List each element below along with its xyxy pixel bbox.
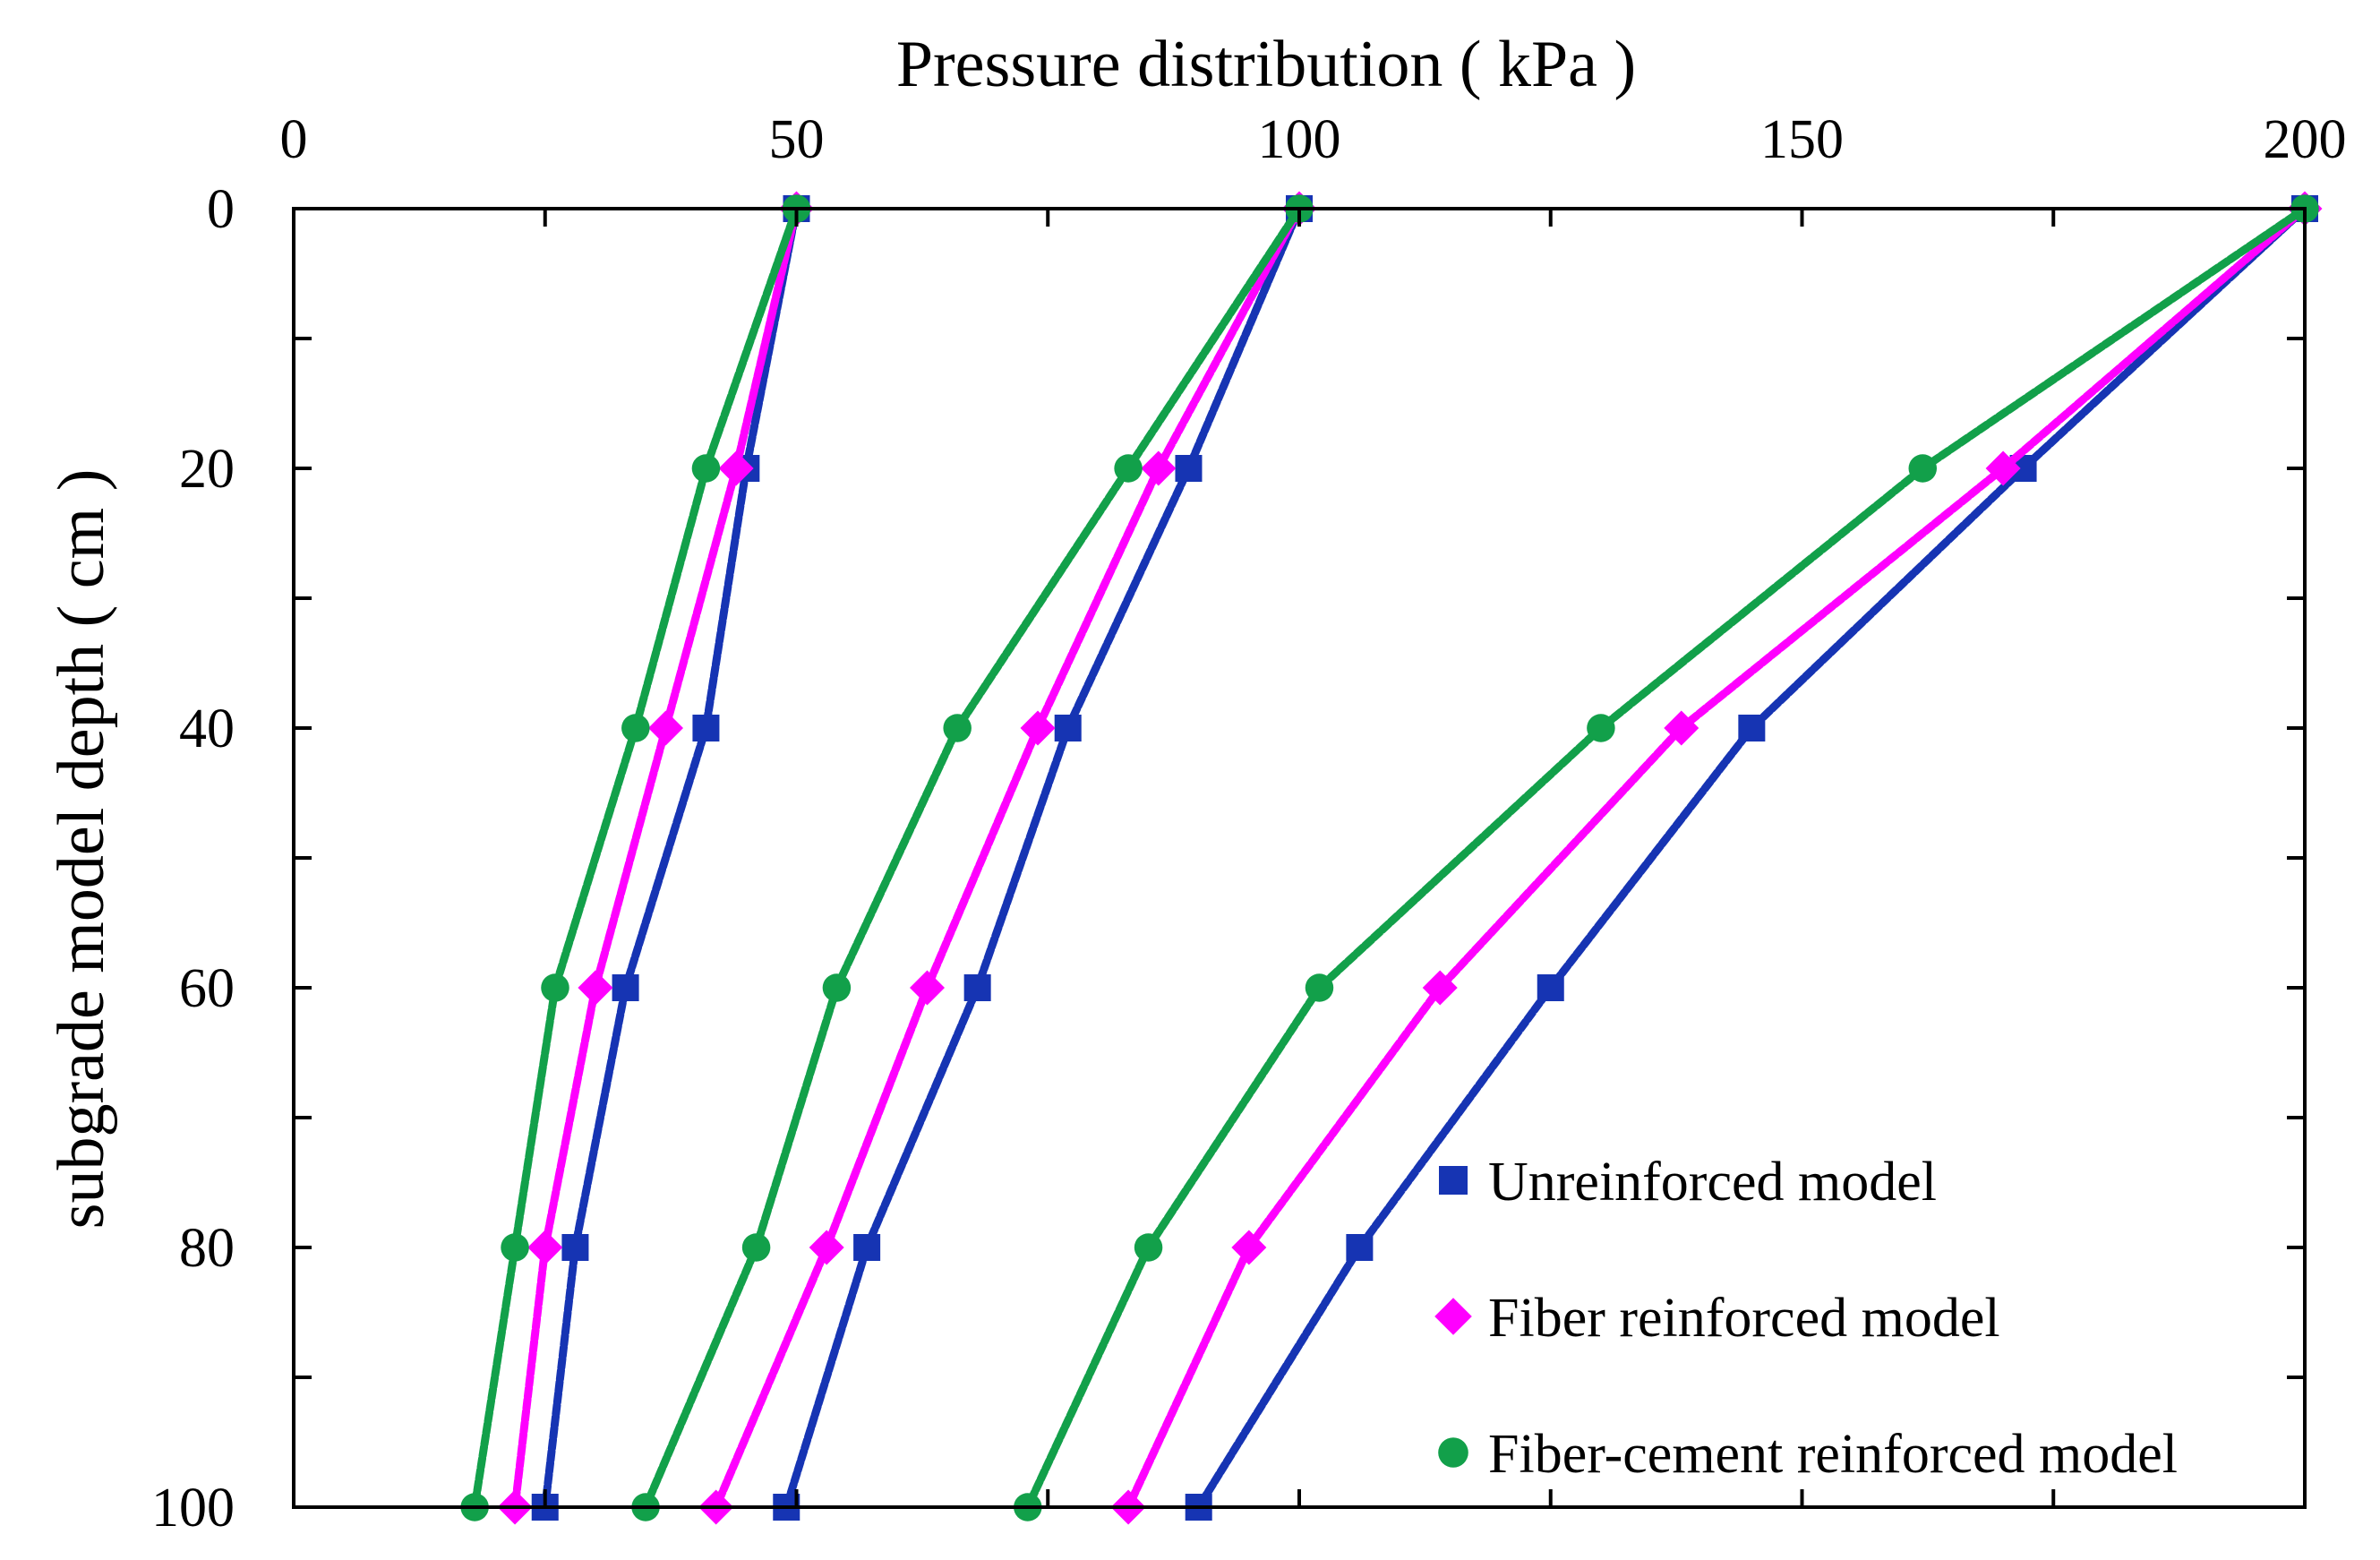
y-tick-label: 20 bbox=[179, 439, 235, 500]
data-point-3-load-50-2 bbox=[621, 714, 650, 742]
data-point-3-load-50-1 bbox=[691, 454, 721, 483]
series-line-1-load-200 bbox=[1194, 204, 2309, 1512]
y-tick-label: 100 bbox=[151, 1478, 235, 1539]
legend: Unreinforced model Fiber reinforced model… bbox=[1434, 1152, 2178, 1485]
data-point-3-load-100-1 bbox=[1114, 454, 1143, 483]
data-point-3-load-200-1 bbox=[1908, 454, 1938, 483]
data-point-2-load-200-2 bbox=[1664, 710, 1699, 746]
series-line-3-load-100 bbox=[641, 204, 1304, 1512]
data-point-3-load-100-3 bbox=[822, 973, 852, 1002]
legend-label-2: Fiber reinforced model bbox=[1488, 1288, 2000, 1349]
legend-label-1: Unreinforced model bbox=[1488, 1152, 1937, 1213]
y-tick-label: 60 bbox=[179, 958, 235, 1019]
data-point-3-load-50-3 bbox=[541, 973, 569, 1002]
series-2 bbox=[497, 191, 2323, 1525]
legend-item-1: Unreinforced model bbox=[1439, 1152, 1937, 1213]
x-tick-label: 0 bbox=[280, 109, 308, 170]
data-point-1-load-200-3 bbox=[1537, 974, 1564, 1001]
data-point-3-load-100-2 bbox=[943, 714, 972, 742]
series-3 bbox=[460, 194, 2319, 1521]
series-line-2-load-50 bbox=[510, 204, 800, 1512]
y-tick-label: 40 bbox=[179, 699, 235, 759]
y-tick-label: 80 bbox=[179, 1218, 235, 1279]
legend-item-3: Fiber-cement reinforced model bbox=[1438, 1424, 2178, 1485]
data-point-1-load-100-3 bbox=[963, 974, 991, 1001]
data-point-1-load-50-4 bbox=[561, 1234, 589, 1261]
x-tick-label: 150 bbox=[1760, 109, 1844, 170]
data-point-1-load-50-3 bbox=[612, 974, 639, 1001]
data-point-3-load-50-4 bbox=[501, 1233, 529, 1262]
data-point-2-load-200-3 bbox=[1422, 970, 1458, 1006]
data-point-2-load-50-2 bbox=[648, 710, 684, 746]
legend-marker-3 bbox=[1438, 1437, 1468, 1468]
data-point-3-load-200-2 bbox=[1587, 714, 1615, 742]
data-point-1-load-200-4 bbox=[1346, 1234, 1374, 1261]
x-tick-label: 100 bbox=[1258, 109, 1341, 170]
x-tick-label: 200 bbox=[2264, 109, 2347, 170]
legend-marker-2 bbox=[1434, 1298, 1472, 1335]
y-tick-label: 0 bbox=[207, 179, 235, 240]
y-axis-title: subgrade model depth ( cm ) bbox=[45, 469, 118, 1230]
data-point-2-load-200-1 bbox=[1985, 450, 2021, 486]
series-line-1-load-50 bbox=[541, 204, 800, 1512]
data-point-1-load-100-1 bbox=[1175, 455, 1203, 482]
axis-layer: 0 50 100 150 200 0 20 40 60 80 100 bbox=[151, 109, 2347, 1539]
data-point-1-load-50-2 bbox=[692, 715, 720, 741]
data-point-3-load-100-4 bbox=[741, 1233, 771, 1262]
data-point-2-load-50-4 bbox=[527, 1230, 563, 1265]
data-point-1-load-100-4 bbox=[853, 1234, 881, 1261]
series-line-1-load-100 bbox=[782, 204, 1304, 1512]
legend-label-3: Fiber-cement reinforced model bbox=[1488, 1424, 2178, 1485]
data-point-2-load-100-3 bbox=[909, 970, 945, 1006]
series-line-2-load-100 bbox=[712, 204, 1304, 1512]
data-point-1-load-200-2 bbox=[1738, 715, 1766, 741]
data-point-3-load-200-4 bbox=[1134, 1233, 1163, 1262]
data-point-2-load-100-2 bbox=[1020, 710, 1056, 746]
x-tick-label: 50 bbox=[769, 109, 825, 170]
legend-marker-1 bbox=[1439, 1166, 1468, 1195]
series-line-2-load-200 bbox=[1124, 204, 2309, 1512]
series-layer bbox=[460, 191, 2323, 1525]
data-point-2-load-100-1 bbox=[1141, 450, 1177, 486]
series-line-3-load-200 bbox=[1023, 204, 2309, 1512]
data-point-2-load-200-4 bbox=[1231, 1230, 1267, 1265]
legend-item-2: Fiber reinforced model bbox=[1434, 1288, 2000, 1349]
series-line-3-load-50 bbox=[470, 204, 800, 1512]
data-point-2-load-50-1 bbox=[718, 450, 754, 486]
data-point-3-load-200-3 bbox=[1305, 973, 1334, 1002]
data-point-2-load-50-3 bbox=[578, 970, 613, 1006]
data-point-1-load-100-2 bbox=[1054, 715, 1082, 741]
data-point-2-load-100-4 bbox=[809, 1230, 844, 1265]
x-axis-title: Pressure distribution ( kPa ) bbox=[896, 28, 1636, 101]
